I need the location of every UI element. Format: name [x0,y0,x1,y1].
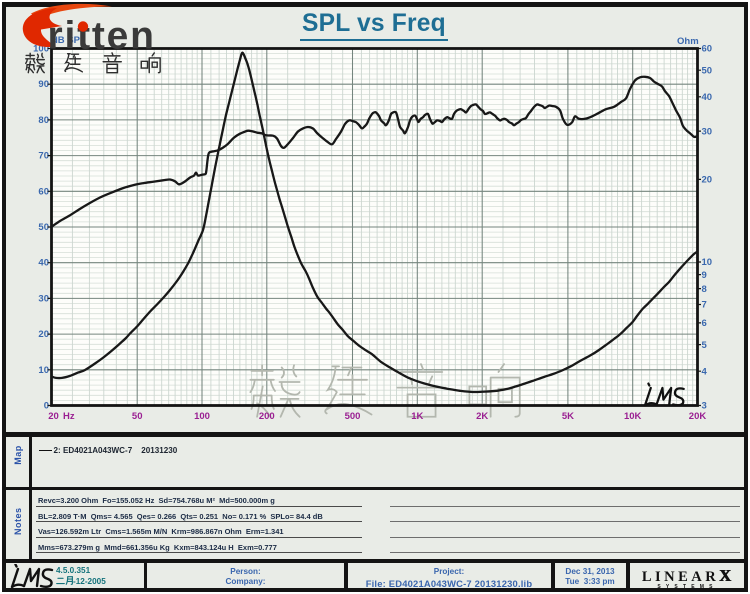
svg-text:200: 200 [259,411,275,422]
svg-text:50: 50 [702,65,713,76]
svg-text:20: 20 [702,175,713,186]
svg-text:5K: 5K [562,411,574,422]
svg-text:100: 100 [33,44,49,55]
svg-text:ritten: ritten [48,15,156,58]
svg-text:80: 80 [38,115,49,126]
svg-text:20: 20 [48,411,59,422]
svg-text:40: 40 [38,258,49,269]
svg-text:30: 30 [38,293,49,304]
svg-text:30: 30 [702,126,713,137]
svg-text:6: 6 [702,318,707,329]
svg-text:500: 500 [345,411,361,422]
svg-text:90: 90 [38,79,49,90]
svg-text:10K: 10K [624,411,642,422]
svg-text:9: 9 [702,270,707,281]
svg-text:40: 40 [702,92,713,103]
svg-text:5: 5 [702,340,708,351]
svg-text:1K: 1K [411,411,423,422]
svg-text:7: 7 [702,300,707,311]
svg-text:dB SPL: dB SPL [52,35,86,46]
svg-text:10: 10 [702,257,713,268]
svg-text:50: 50 [38,222,49,233]
svg-text:100: 100 [194,411,210,422]
svg-text:Hz: Hz [63,411,75,422]
svg-text:20K: 20K [689,411,707,422]
svg-text:70: 70 [38,151,49,162]
svg-text:0: 0 [44,401,49,412]
svg-text:4: 4 [702,366,708,377]
svg-text:50: 50 [132,411,143,422]
svg-text:60: 60 [38,186,49,197]
svg-text:10: 10 [38,365,49,376]
svg-text:2K: 2K [476,411,488,422]
svg-text:Ohm: Ohm [677,36,699,47]
svg-text:60: 60 [702,44,713,55]
svg-text:3: 3 [702,401,707,412]
svg-text:8: 8 [702,284,707,295]
svg-text:20: 20 [38,329,49,340]
